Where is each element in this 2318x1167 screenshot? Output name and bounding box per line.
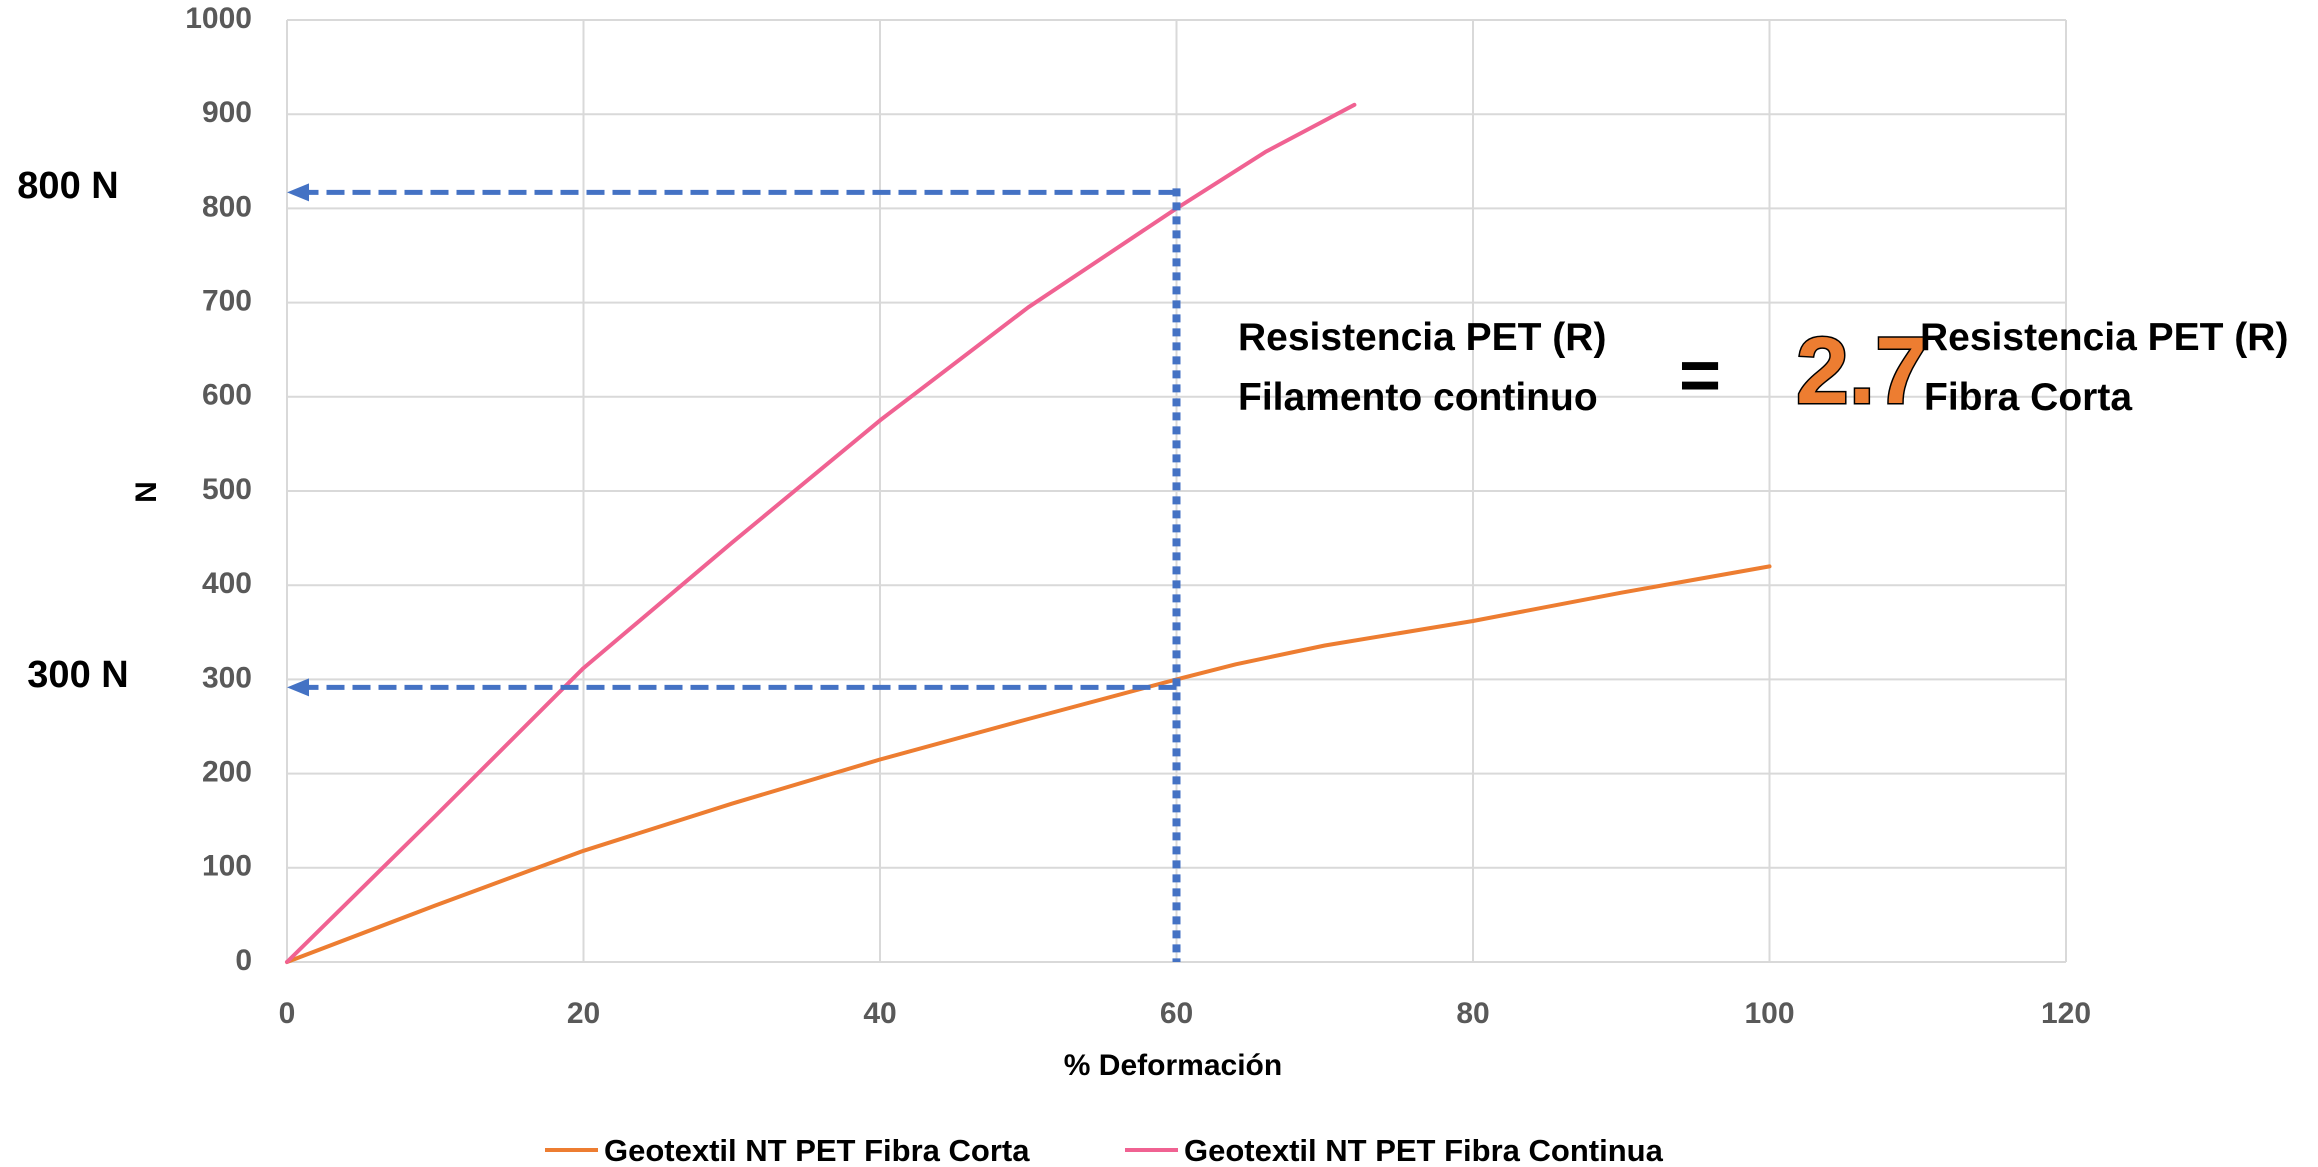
annotation-800n: 800 N: [17, 165, 118, 207]
y-tick-label: 800: [202, 190, 252, 223]
x-tick-label: 60: [1160, 997, 1193, 1030]
y-tick-label: 600: [202, 379, 252, 412]
x-axis-title: % Deformación: [1064, 1049, 1282, 1082]
legend-label-fibra-corta: Geotextil NT PET Fibra Corta: [604, 1133, 1030, 1167]
y-tick-label: 700: [202, 285, 252, 318]
arrowhead: [287, 183, 309, 202]
y-tick-label: 100: [202, 850, 252, 883]
y-axis-title: N: [130, 481, 163, 503]
arrowhead: [287, 678, 309, 697]
equals-sign: =: [1679, 336, 1721, 416]
reference-lines: [287, 183, 1181, 962]
x-tick-label: 100: [1744, 997, 1794, 1030]
y-tick-label: 0: [235, 944, 252, 977]
denominator-line1: Resistencia PET (R): [1920, 316, 2288, 359]
legend: Geotextil NT PET Fibra Corta Geotextil N…: [545, 1133, 1664, 1167]
y-tick-label: 500: [202, 473, 252, 506]
x-tick-label: 120: [2041, 997, 2091, 1030]
y-tick-label: 300: [202, 661, 252, 694]
x-tick-label: 0: [279, 997, 296, 1030]
x-axis-ticks: 0 20 40 60 80 100 120: [279, 997, 2091, 1030]
annotation-300n: 300 N: [27, 654, 128, 696]
denominator-line2: Fibra Corta: [1924, 376, 2132, 419]
x-tick-label: 20: [567, 997, 600, 1030]
numerator-line1: Resistencia PET (R): [1238, 316, 1606, 359]
y-tick-label: 900: [202, 96, 252, 129]
series-line-fibra-corta: [285, 564, 1772, 964]
y-axis-ticks: 0 100 200 300 400 500 600 700 800 900 1000: [185, 2, 252, 977]
x-tick-label: 80: [1456, 997, 1489, 1030]
y-tick-label: 1000: [185, 2, 252, 35]
ratio-value: 2.7: [1796, 318, 1928, 424]
legend-label-fibra-continua: Geotextil NT PET Fibra Continua: [1184, 1133, 1664, 1167]
y-tick-label: 400: [202, 567, 252, 600]
series-lines: [285, 102, 1772, 964]
y-tick-label: 200: [202, 756, 252, 789]
numerator-line2: Filamento continuo: [1238, 376, 1598, 419]
series-line-fibra-continua: [285, 102, 1357, 964]
x-tick-label: 40: [863, 997, 896, 1030]
